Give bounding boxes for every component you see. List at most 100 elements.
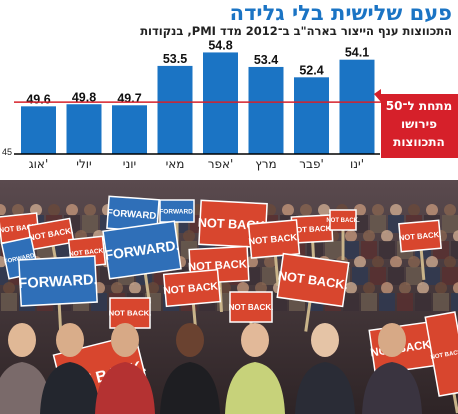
crowd-head [237,282,249,294]
chart-subtitle: התכווצות ענף הייצור בארה"ב ב־2012 מדד PM… [140,24,452,38]
bar [203,52,238,154]
crowd-body [442,215,458,233]
not-back-sign: NOT BACK. [109,297,152,358]
sign-stick [419,249,426,280]
sign-text: FORWARD. [107,208,160,223]
bar [339,59,375,154]
sign-text: NOT BACK. [430,349,458,361]
bar [66,104,102,154]
crowd-head [0,204,6,216]
bars-group: 54.1 52.4 53.4 54.8 53.5 49.7 49.8 49.6 [21,40,375,154]
category-label: ינו' [350,157,364,171]
sign-stick [143,273,152,304]
bar [294,77,329,154]
crowd-body [1,293,17,311]
bar-value-label: 53.5 [163,52,187,66]
sign-stick [273,255,280,286]
bar [21,106,56,154]
crowd-head [246,256,258,268]
sign-stick [341,230,345,260]
crowd-head [363,230,375,242]
crowd-body [397,293,413,311]
crowd-body [451,241,458,259]
not-back-sign: NOT BACK. [326,209,360,260]
crowd-body [424,267,440,285]
category-label: מרץ [255,157,276,171]
crowd-head [219,282,231,294]
crowd-head [444,256,456,268]
bar [112,105,147,154]
person [225,323,285,414]
person-head [241,323,269,357]
not-back-sign: NOT BACK. [398,219,442,280]
crowd-head [381,230,393,242]
forward-sign: FORWARD. [106,195,160,260]
sign-text: NOT BACK. [188,258,250,273]
crowd-head [363,282,375,294]
crowd-body [379,241,395,259]
sign-text: FORWARD. [18,272,98,292]
annotation-line: התכווצות [393,135,445,149]
sign-board [276,252,350,308]
sign-stick [57,303,63,335]
page-title: פעם שלישית בלי גלידה [229,1,452,25]
person [362,323,422,414]
crowd-body [451,293,458,311]
crowd-head [417,282,429,294]
crowd-head [300,204,312,216]
person-head [378,323,406,357]
person-body [362,362,422,414]
annotation-pointer [374,89,381,102]
bar-value-label: 49.7 [117,91,141,105]
sign-text: NOT BACK. [109,309,152,318]
crowd-head [390,256,402,268]
bar-value-label: 52.4 [299,63,323,77]
crowd-head [354,256,366,268]
crowd-head [435,282,447,294]
person [160,323,220,414]
crowd-head [372,256,384,268]
person-head [176,323,204,357]
crowd-head [399,282,411,294]
crowd-head [111,282,123,294]
crowd-body [343,293,359,311]
crowd-body [361,293,377,311]
sign-board [18,255,98,307]
crowd-head [129,282,141,294]
bar [248,66,284,154]
bar [157,65,193,154]
person-body [95,362,155,414]
photo-drawing: NOT BACK.NOT BACK.FORWARD. FORWARD.NOT BA… [0,180,458,414]
crowd-body [379,293,395,311]
crowd-head [183,230,195,242]
crowd-body [325,241,341,259]
sign-text: FORWARD. [159,208,195,215]
crowd-body [370,267,386,285]
annotation-line: פירושו [401,117,437,131]
sign-text: NOT BACK. [398,230,441,243]
crowd-head [381,282,393,294]
bar-value-label: 54.8 [208,40,232,52]
crowd-body [82,215,98,233]
not-back-sign: NOT BACK. [229,291,273,352]
sign-board [398,219,442,253]
bar-value-label: 54.1 [345,46,369,60]
crowd-head [345,282,357,294]
not-back-sign: NOT BACK. [276,252,350,332]
sign-text: NOT BACK. [248,232,300,246]
crowd-head [255,282,267,294]
sign-text: NOT BACK. [326,218,360,224]
category-labels: ינו' פבר' מרץ אפר' מאי יוני יולי אוג' [29,157,364,171]
category-label: יוני [123,157,136,171]
crowd-head [390,204,402,216]
crowd-head [282,204,294,216]
crowd-head [66,204,78,216]
crowd-body [370,215,386,233]
sign-stick [452,393,458,414]
person [295,323,355,414]
crowd-head [147,282,159,294]
crowd-head [318,204,330,216]
sign-board [102,220,182,280]
bar-value-label: 53.4 [254,53,278,67]
person-head [56,323,84,357]
